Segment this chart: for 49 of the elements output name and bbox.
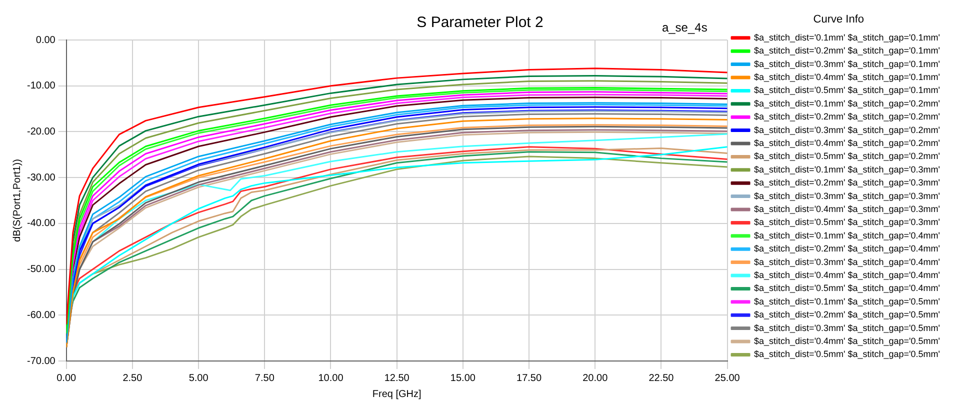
x-tick-label: 15.00 — [450, 372, 476, 384]
legend-label: $a_stitch_dist='0.1mm' $a_stitch_gap='0.2mm' — [754, 98, 940, 108]
y-tick-label: -60.00 — [26, 310, 56, 321]
x-axis-title: Freq [GHz] — [372, 388, 422, 400]
x-tick-label: 10.00 — [318, 372, 344, 384]
legend-label: $a_stitch_dist='0.5mm' $a_stitch_gap='0.3mm' — [754, 217, 940, 228]
legend-label: $a_stitch_dist='0.4mm' $a_stitch_gap='0.1mm' — [754, 72, 940, 82]
y-tick-label: -50.00 — [26, 264, 56, 276]
x-tick-label: 17.50 — [516, 372, 542, 384]
x-tick-label: 12.50 — [384, 372, 410, 384]
y-tick-label: -20.00 — [26, 126, 56, 138]
legend-label: $a_stitch_dist='0.1mm' $a_stitch_gap='0.1mm' — [754, 32, 940, 42]
legend-label: $a_stitch_dist='0.5mm' $a_stitch_gap='0.5mm' — [754, 349, 940, 360]
legend-label: $a_stitch_dist='0.3mm' $a_stitch_gap='0.3mm' — [754, 190, 940, 201]
legend-label: $a_stitch_dist='0.3mm' $a_stitch_gap='0.1mm' — [754, 58, 940, 69]
y-tick-label: -10.00 — [26, 80, 56, 92]
text: a_se_4s — [662, 20, 708, 34]
legend-label: $a_stitch_dist='0.4mm' $a_stitch_gap='0.4mm' — [754, 270, 940, 280]
y-tick-label: -70.00 — [26, 356, 56, 367]
legend-label: $a_stitch_dist='0.5mm' $a_stitch_gap='0.4mm' — [754, 283, 940, 294]
legend-label: $a_stitch_dist='0.2mm' $a_stitch_gap='0.1mm' — [754, 46, 940, 56]
y-tick-label: -40.00 — [26, 218, 56, 230]
legend-label: $a_stitch_dist='0.4mm' $a_stitch_gap='0.2mm' — [754, 138, 940, 148]
legend-label: $a_stitch_dist='0.5mm' $a_stitch_gap='0.1mm' — [754, 85, 940, 96]
legend-label: $a_stitch_dist='0.1mm' $a_stitch_gap='0.5mm' — [754, 296, 940, 306]
x-tick-label: 20.00 — [582, 372, 608, 384]
x-tick-label: 22.50 — [648, 372, 674, 384]
legend-label: $a_stitch_dist='0.3mm' $a_stitch_gap='0.2mm' — [754, 124, 940, 135]
legend-label: $a_stitch_dist='0.3mm' $a_stitch_gap='0.5mm' — [754, 322, 940, 333]
x-tick-label: 5.00 — [188, 372, 209, 384]
x-tick-label: 0.00 — [56, 372, 77, 384]
y-tick-label: 0.00 — [36, 34, 56, 46]
y-axis-title: dB(S(Port1,Port1)) — [12, 159, 23, 242]
legend-label: $a_stitch_dist='0.2mm' $a_stitch_gap='0.5mm' — [754, 310, 940, 320]
legend-label: $a_stitch_dist='0.4mm' $a_stitch_gap='0.3mm' — [754, 204, 940, 214]
legend-label: $a_stitch_dist='0.1mm' $a_stitch_gap='0.4mm' — [754, 230, 940, 240]
legend-label: $a_stitch_dist='0.2mm' $a_stitch_gap='0.2mm' — [754, 112, 940, 122]
legend-label: $a_stitch_dist='0.5mm' $a_stitch_gap='0.2mm' — [754, 151, 940, 162]
y-tick-label: -30.00 — [26, 172, 56, 184]
x-tick-label: 7.50 — [254, 372, 275, 384]
legend-label: $a_stitch_dist='0.2mm' $a_stitch_gap='0.4mm' — [754, 244, 940, 254]
x-tick-label: 2.50 — [122, 372, 143, 384]
legend-label: $a_stitch_dist='0.1mm' $a_stitch_gap='0.3mm' — [754, 164, 940, 174]
legend-title: Curve Info — [813, 14, 864, 26]
legend-label: $a_stitch_dist='0.2mm' $a_stitch_gap='0.3mm' — [754, 178, 940, 188]
legend-label: $a_stitch_dist='0.3mm' $a_stitch_gap='0.4mm' — [754, 256, 940, 267]
x-tick-label: 25.00 — [714, 372, 740, 384]
chart-title: S Parameter Plot 2 — [416, 14, 544, 32]
legend-label: $a_stitch_dist='0.4mm' $a_stitch_gap='0.5mm' — [754, 336, 940, 346]
